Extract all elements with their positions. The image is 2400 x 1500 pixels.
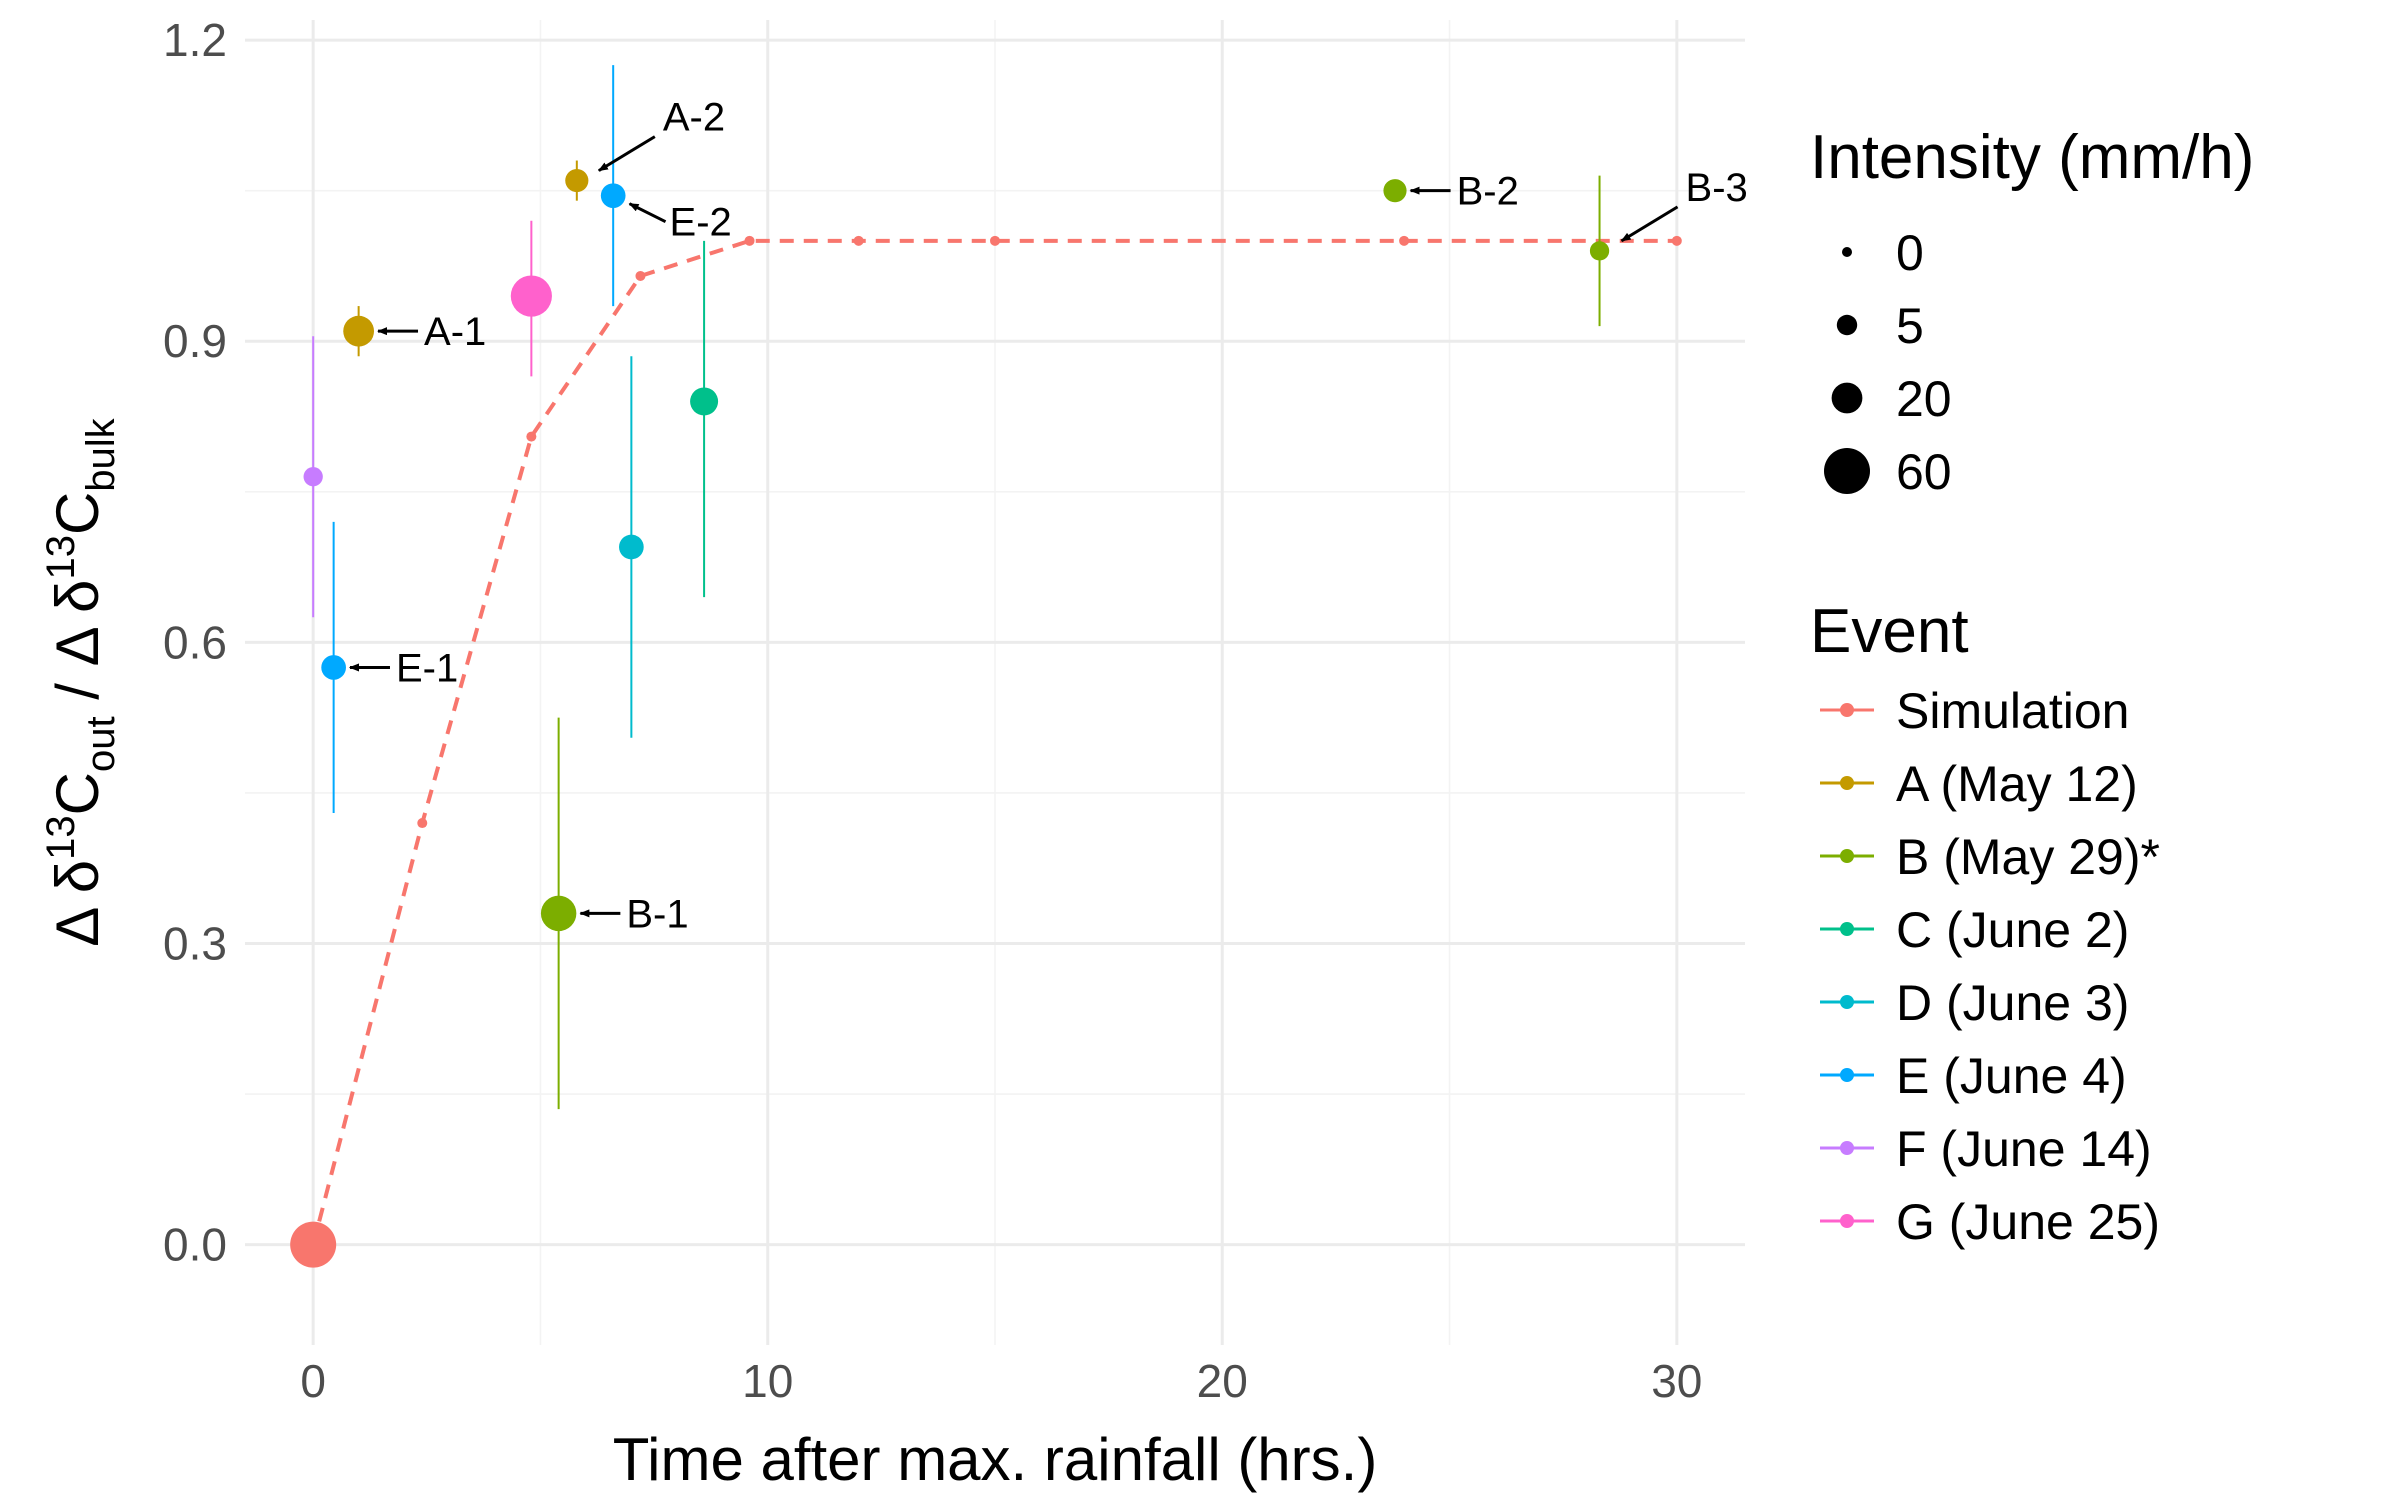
annotation-label: B-2 bbox=[1457, 170, 1519, 214]
simulation-point bbox=[526, 431, 537, 442]
y-tick-label: 1.2 bbox=[163, 14, 227, 66]
size-legend-key bbox=[1842, 247, 1852, 257]
data-point bbox=[321, 655, 346, 680]
axis-layer: 0 10 20 30 0.0 0.3 0.6 0.9 1.2 Time after max. ra… bbox=[39, 14, 1702, 1493]
simulation-point bbox=[853, 235, 864, 246]
color-legend-label: G (June 25) bbox=[1896, 1194, 2160, 1250]
y-axis-title-part: / Δ δ bbox=[44, 580, 111, 717]
data-point bbox=[565, 169, 589, 193]
y-axis-title-part: Δ δ bbox=[44, 860, 111, 947]
y-axis-title-part: C bbox=[44, 772, 111, 815]
simulation-point bbox=[1399, 235, 1410, 246]
annotation-arrow bbox=[1620, 205, 1679, 243]
simulation-point bbox=[417, 818, 428, 829]
simulation-point bbox=[290, 1221, 337, 1268]
size-legend-label: 0 bbox=[1896, 225, 1924, 281]
annotation-label: E-1 bbox=[396, 646, 458, 690]
x-tick-label: 20 bbox=[1197, 1355, 1248, 1407]
size-legend-key bbox=[1831, 382, 1863, 414]
annotation-label: B-1 bbox=[626, 892, 688, 936]
size-legend-title: Intensity (mm/h) bbox=[1810, 123, 2254, 192]
annotation-label: E-2 bbox=[670, 201, 732, 245]
data-point bbox=[540, 895, 577, 932]
size-legend-label: 5 bbox=[1896, 298, 1924, 354]
data-point bbox=[510, 275, 552, 317]
legend-layer: Intensity (mm/h) 0 5 20 60 Event Simulation A (… bbox=[1810, 123, 2254, 1250]
y-axis-title: Δ δ13Cout / Δ δ13Cbulk bbox=[39, 417, 123, 946]
color-legend-dot bbox=[1840, 1141, 1854, 1155]
simulation-point bbox=[990, 235, 1000, 246]
color-legend-dot bbox=[1840, 776, 1854, 790]
color-legend-title: Event bbox=[1810, 597, 1969, 666]
simulation-point bbox=[1671, 235, 1682, 246]
data-point bbox=[619, 534, 644, 560]
x-axis-title: Time after max. rainfall (hrs.) bbox=[613, 1426, 1378, 1493]
data-point bbox=[1383, 179, 1407, 203]
simulation-layer bbox=[290, 235, 1682, 1268]
data-point bbox=[1589, 241, 1610, 261]
annotation-arrow bbox=[628, 202, 667, 224]
color-legend-label: A (May 12) bbox=[1896, 756, 2138, 812]
color-legend-label: F (June 14) bbox=[1896, 1121, 2152, 1177]
color-legend-label: B (May 29)* bbox=[1896, 829, 2160, 885]
y-tick-label: 0.6 bbox=[163, 616, 227, 668]
simulation-point bbox=[744, 235, 755, 246]
color-legend-dot bbox=[1840, 1068, 1854, 1082]
annotation-layer: A-1 A-2 B-1 B-2 B-3 E-1 E-2 bbox=[348, 96, 1748, 936]
annotation-arrow bbox=[597, 135, 656, 172]
simulation-line bbox=[311, 238, 1677, 1246]
x-tick-label: 30 bbox=[1651, 1355, 1702, 1407]
y-axis-title-part: C bbox=[44, 492, 111, 535]
y-tick-label: 0.3 bbox=[163, 917, 227, 969]
color-legend-dot bbox=[1840, 922, 1854, 936]
color-legend-dot bbox=[1840, 995, 1854, 1009]
size-legend-key bbox=[1824, 448, 1870, 494]
y-tick-label: 0.0 bbox=[163, 1219, 227, 1271]
simulation-point bbox=[635, 270, 646, 281]
y-tick-label: 0.9 bbox=[163, 315, 227, 367]
annotation-label: B-3 bbox=[1686, 166, 1748, 210]
y-axis-title-part: out bbox=[79, 716, 123, 772]
y-axis-title-part: 13 bbox=[39, 815, 83, 860]
y-axis-title-part: 13 bbox=[39, 535, 83, 580]
points-layer bbox=[303, 65, 1610, 1110]
grid-layer bbox=[245, 20, 1745, 1345]
data-point bbox=[303, 467, 323, 487]
size-legend-label: 20 bbox=[1896, 371, 1952, 427]
color-legend-label: Simulation bbox=[1896, 683, 2129, 739]
y-axis-title-part: bulk bbox=[79, 417, 123, 491]
color-legend-label: E (June 4) bbox=[1896, 1048, 2127, 1104]
color-legend-label: C (June 2) bbox=[1896, 902, 2129, 958]
x-tick-label: 10 bbox=[742, 1355, 793, 1407]
size-legend-label: 60 bbox=[1896, 444, 1952, 500]
x-tick-label: 0 bbox=[300, 1355, 326, 1407]
annotation-label: A-1 bbox=[424, 310, 486, 354]
data-point bbox=[690, 387, 719, 416]
data-point bbox=[343, 315, 375, 347]
color-legend-dot bbox=[1840, 703, 1854, 717]
size-legend-key bbox=[1836, 314, 1858, 336]
color-legend-dot bbox=[1840, 1214, 1854, 1228]
annotation-label: A-2 bbox=[663, 96, 725, 140]
color-legend-dot bbox=[1840, 849, 1854, 863]
data-point bbox=[600, 183, 626, 209]
color-legend-label: D (June 3) bbox=[1896, 975, 2129, 1031]
